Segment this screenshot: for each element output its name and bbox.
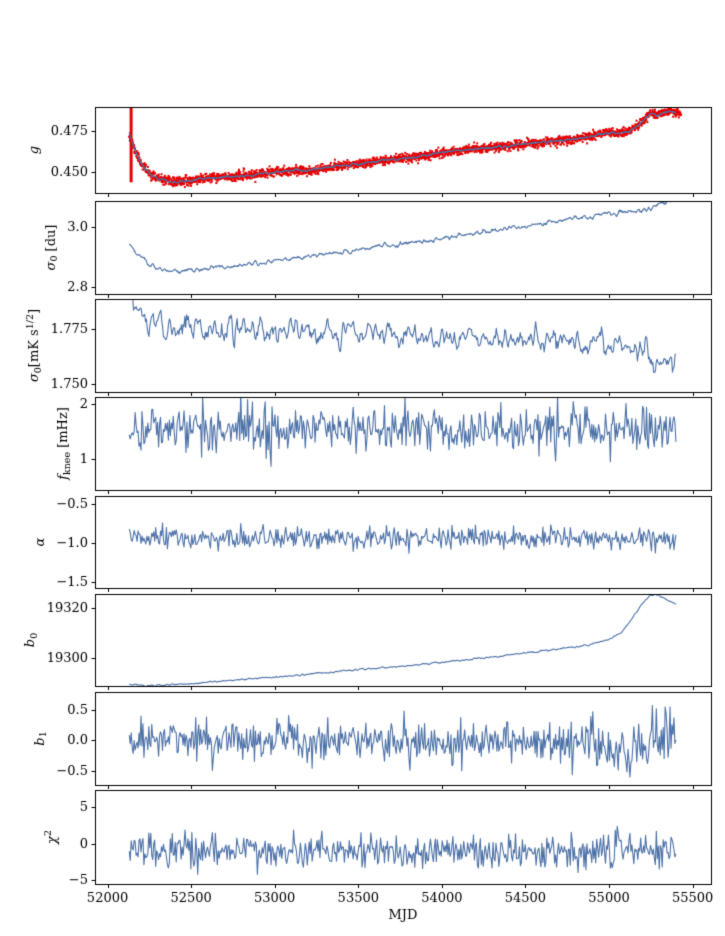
plot-canvas	[0, 0, 725, 936]
figure: 000328	[0, 0, 725, 936]
